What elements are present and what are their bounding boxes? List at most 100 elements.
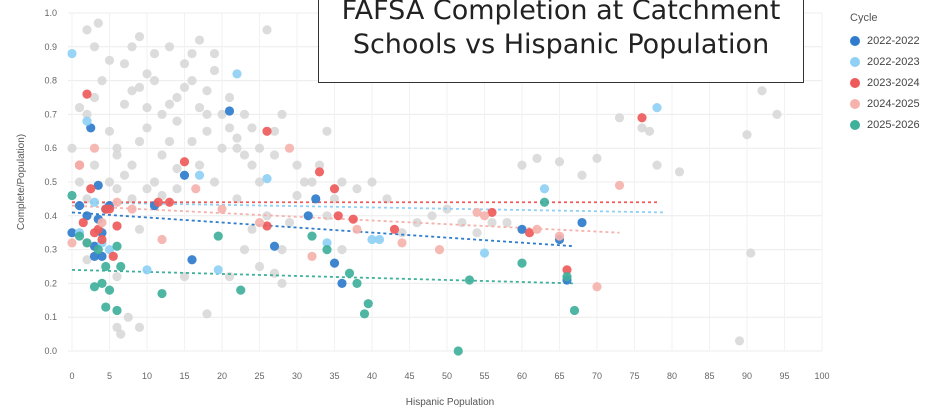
y-tick-label: 0.8 (44, 76, 57, 86)
background-point (142, 69, 152, 79)
background-point (187, 76, 197, 86)
background-point (104, 126, 115, 136)
background-point (172, 116, 182, 126)
background-point (104, 177, 115, 187)
data-point (217, 204, 227, 214)
background-point (487, 217, 497, 228)
background-point (74, 103, 85, 113)
background-point (277, 109, 287, 119)
background-point (112, 322, 122, 332)
data-point (562, 272, 572, 282)
series-points (67, 48, 662, 356)
background-point (224, 92, 235, 103)
legend-marker (850, 119, 860, 130)
y-tick-label: 0.3 (44, 245, 57, 255)
background-point (652, 160, 662, 170)
x-tick-label: 70 (592, 371, 602, 381)
data-point (104, 245, 115, 255)
legend-item[interactable]: 2022-2023 (850, 51, 920, 72)
data-point (539, 184, 550, 194)
background-point (674, 167, 685, 177)
legend-item[interactable]: 2024-2025 (850, 93, 920, 114)
y-axis-label: Complete/Population) (16, 134, 27, 230)
background-point (232, 194, 242, 204)
data-point (307, 251, 317, 261)
background-point (179, 82, 190, 92)
background-point (119, 99, 130, 109)
background-point (179, 272, 190, 282)
data-point (93, 245, 103, 255)
y-tick-label: 0.6 (44, 143, 57, 153)
background-point (337, 177, 347, 187)
x-tick-label: 25 (254, 371, 264, 381)
data-point (74, 201, 85, 211)
background-point (67, 143, 77, 153)
background-point (134, 322, 145, 332)
data-point (67, 228, 77, 238)
x-tick-label: 85 (704, 371, 714, 381)
x-tick-label: 95 (779, 371, 789, 381)
background-point (157, 109, 167, 119)
x-tick-label: 30 (292, 371, 302, 381)
data-point (142, 265, 152, 275)
background-point (532, 153, 542, 163)
legend-item[interactable]: 2022-2022 (850, 30, 920, 51)
x-tick-label: 20 (217, 371, 227, 381)
data-point (67, 238, 77, 248)
y-tick-label: 0.9 (44, 42, 57, 52)
x-tick-label: 65 (554, 371, 564, 381)
background-point (187, 48, 197, 59)
data-point (157, 234, 167, 245)
data-point (112, 197, 122, 207)
background-point (262, 25, 272, 35)
background-point (757, 86, 767, 96)
background-point (367, 177, 377, 187)
background-point (112, 272, 122, 282)
data-point (179, 170, 190, 180)
data-point (329, 184, 340, 194)
legend-label: 2022-2023 (867, 55, 920, 68)
background-point (119, 59, 130, 69)
data-point (89, 197, 100, 207)
data-point (479, 248, 490, 258)
background-point (93, 18, 103, 28)
data-point (97, 234, 107, 245)
background-point (262, 211, 272, 221)
y-tick-label: 0.1 (44, 312, 57, 322)
data-point (224, 106, 235, 116)
data-point (82, 211, 92, 221)
background-point (592, 153, 602, 163)
background-point (269, 126, 280, 136)
tick-labels: 0.0 0.1 0.2 0.3 0.4 0.5 0.6 0.7 0.8 0.9 1.0 0 5 10 15 2… (44, 8, 829, 381)
y-tick-label: 0.2 (44, 278, 57, 288)
data-point (322, 245, 332, 255)
background-point (502, 217, 512, 228)
data-point (213, 265, 223, 275)
data-point (74, 160, 85, 170)
legend-marker (850, 35, 860, 46)
background-point (277, 278, 287, 288)
background-point (194, 103, 205, 113)
data-point (67, 190, 77, 201)
x-tick-label: 15 (179, 371, 189, 381)
legend-item[interactable]: 2025-2026 (850, 114, 920, 135)
background-point (209, 65, 220, 76)
data-point (524, 228, 535, 238)
data-point (284, 143, 295, 153)
data-point (453, 346, 463, 356)
data-point (359, 309, 370, 319)
y-tick-label: 0.0 (44, 346, 57, 356)
data-point (562, 265, 572, 275)
background-point (442, 204, 452, 214)
data-point (637, 113, 647, 123)
background-point (134, 32, 145, 42)
background-point (337, 245, 347, 255)
data-point (97, 251, 107, 261)
background-point (644, 126, 655, 136)
background-point (134, 224, 145, 234)
legend-item[interactable]: 2023-2024 (850, 72, 920, 93)
background-point (299, 177, 310, 187)
data-point (479, 211, 490, 221)
data-point (153, 197, 163, 207)
